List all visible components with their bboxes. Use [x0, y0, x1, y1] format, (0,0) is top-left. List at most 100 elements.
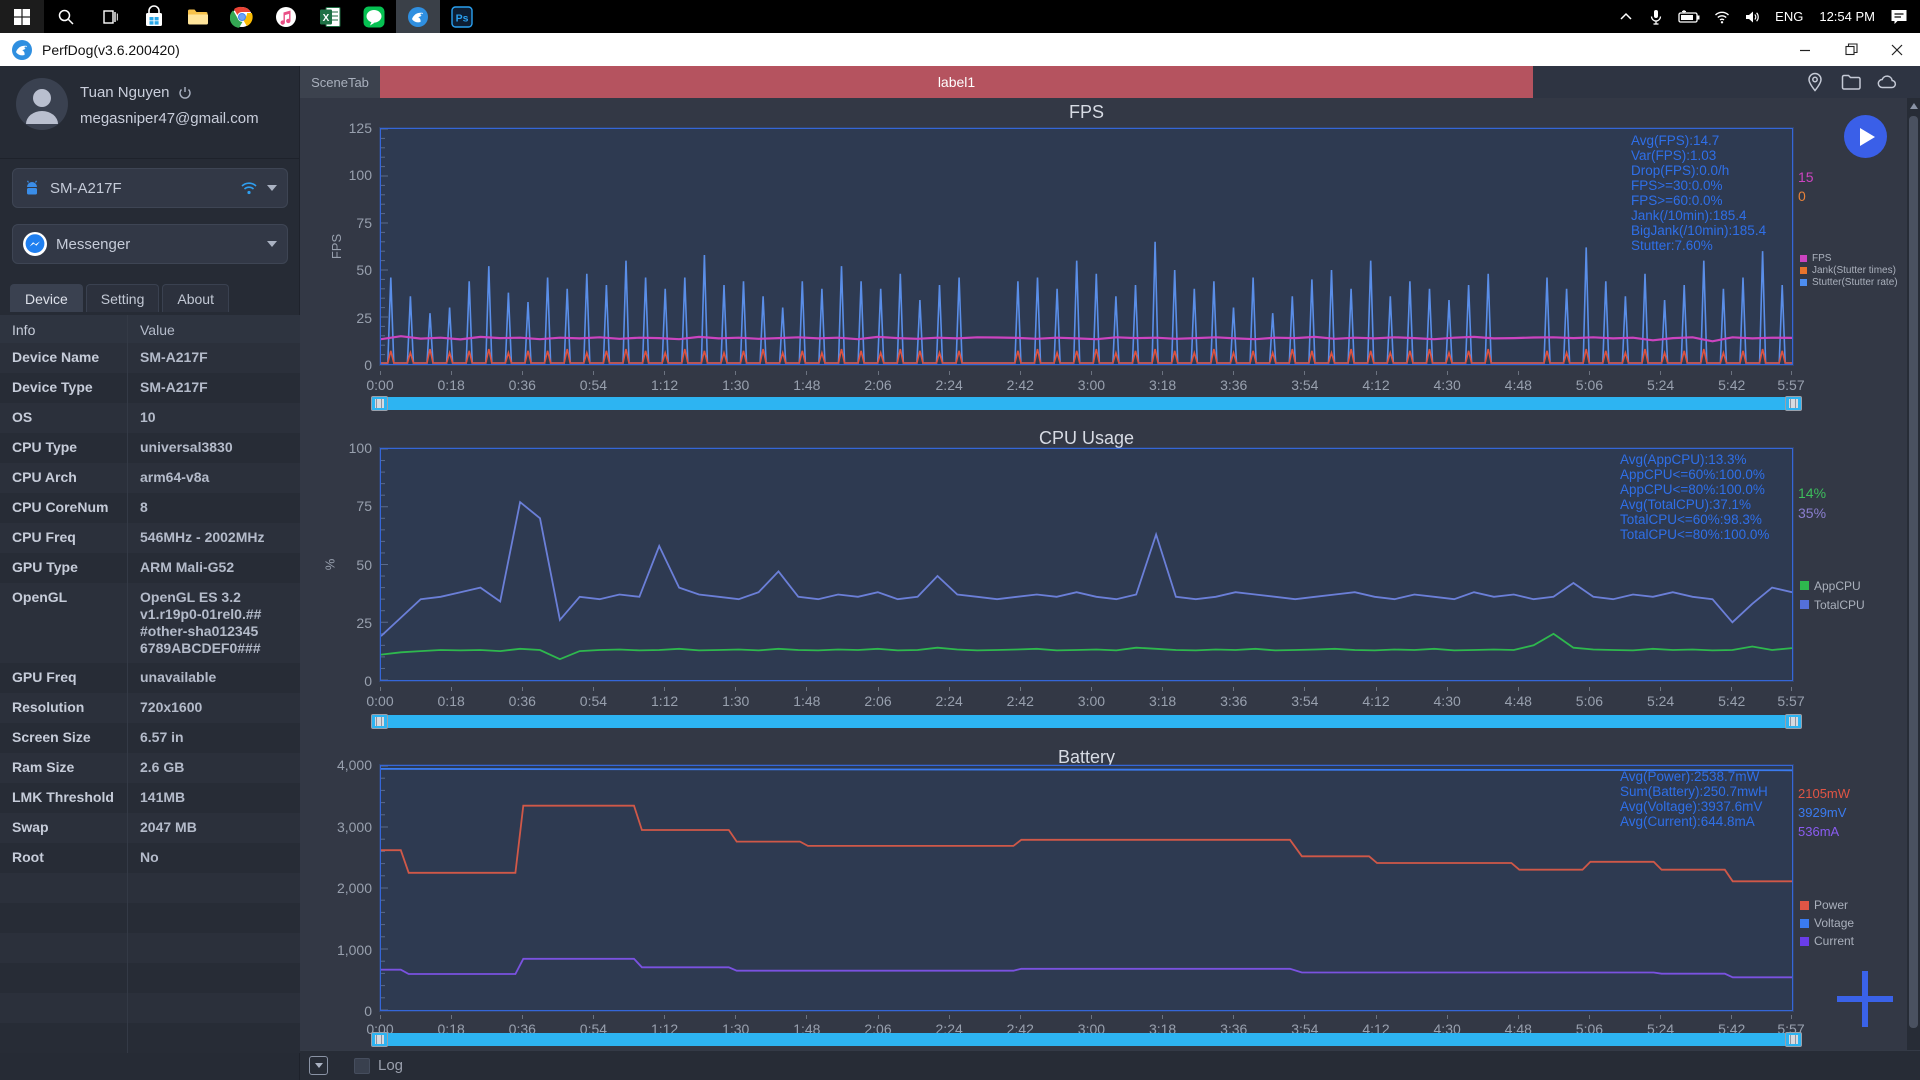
table-row: GPU Frequnavailable [0, 663, 300, 693]
app-window: Tuan Nguyen megasniper47@gmail.com SM-A2… [0, 66, 1920, 1080]
x-tick-mark [1518, 371, 1519, 375]
time-scrollbar-fps[interactable] [371, 397, 1802, 410]
windows-logo-icon [14, 9, 30, 25]
microsoft-store-icon [142, 5, 166, 29]
x-tick-mark [1731, 371, 1732, 375]
avatar[interactable] [16, 78, 68, 130]
legend-item: Power [1800, 896, 1854, 914]
time-scrollbar-battery[interactable] [371, 1033, 1802, 1046]
maximize-button[interactable] [1828, 33, 1874, 66]
action-center-button[interactable] [1883, 0, 1920, 33]
close-button[interactable] [1874, 33, 1920, 66]
minimize-icon [1799, 44, 1811, 56]
taskbar-excel-button[interactable]: X [308, 0, 352, 33]
svg-text:X: X [323, 13, 330, 24]
table-row: LMK Threshold141MB [0, 783, 300, 813]
taskbar-perfdog-button[interactable] [396, 0, 440, 33]
plot-cpu-usage[interactable] [380, 448, 1793, 681]
file-explorer-icon [186, 5, 210, 29]
value-header: Value [128, 315, 300, 345]
y-tick-label: 50 [328, 557, 372, 573]
stat-line: Stutter:7.60% [1631, 238, 1766, 253]
x-tick-mark [949, 687, 950, 691]
time-scrollbar-cpu-usage[interactable] [371, 715, 1802, 728]
x-tick-mark [1162, 371, 1163, 375]
x-tick-mark [664, 371, 665, 375]
value-cell: 2047 MB [128, 813, 300, 843]
start-button[interactable] [0, 0, 44, 33]
tab-device[interactable]: Device [10, 284, 83, 312]
x-tick-label: 4:12 [1352, 687, 1400, 709]
tray-battery-button[interactable] [1671, 0, 1707, 33]
value-cell: OpenGL ES 3.2 v1.r19p0-01rel0.## #other-… [128, 583, 300, 663]
vertical-scrollbar[interactable] [1907, 98, 1920, 1051]
tray-language[interactable]: ENG [1767, 0, 1811, 33]
taskbar-line-button[interactable] [352, 0, 396, 33]
add-chart-button[interactable] [1837, 971, 1893, 1027]
tray-chevron-button[interactable] [1611, 0, 1641, 33]
tab-about[interactable]: About [162, 284, 229, 312]
vertical-scrollbar-thumb[interactable] [1909, 116, 1918, 1028]
tray-volume-button[interactable] [1737, 0, 1767, 33]
app-titlebar: PerfDog(v3.6.200420) [0, 33, 1920, 66]
x-tick-label: 0:18 [427, 371, 475, 393]
current-value: 2105mW [1798, 787, 1850, 800]
taskbar-file-explorer-button[interactable] [176, 0, 220, 33]
microphone-icon [1648, 9, 1664, 25]
photoshop-icon: Ps [450, 5, 474, 29]
taskbar-search-button[interactable] [44, 0, 88, 33]
plot-battery[interactable] [380, 765, 1793, 1011]
info-cell: Screen Size [0, 723, 128, 753]
x-tick-label: 5:42 [1708, 371, 1756, 393]
play-button[interactable] [1844, 115, 1887, 158]
x-tick-mark [1660, 371, 1661, 375]
x-tick-mark [1447, 1015, 1448, 1019]
logout-power-icon[interactable] [178, 86, 192, 100]
x-tick-label: 1:48 [783, 687, 831, 709]
scrollbar-handle-right[interactable] [1785, 714, 1802, 729]
table-row: Swap2047 MB [0, 813, 300, 843]
speaker-icon [1744, 9, 1760, 25]
sidebar-divider [0, 158, 300, 159]
scrollbar-handle-left[interactable] [371, 714, 388, 729]
x-tick-mark [1162, 687, 1163, 691]
x-tick-mark [1660, 687, 1661, 691]
scroll-up-icon[interactable] [1910, 103, 1918, 109]
y-tick-label: 2,000 [328, 880, 372, 896]
legend-swatch [1800, 255, 1807, 262]
app-select[interactable]: Messenger [12, 224, 288, 264]
play-icon [1860, 128, 1875, 146]
y-tick-label: 3,000 [328, 819, 372, 835]
info-cell: GPU Freq [0, 663, 128, 693]
chart-title-fps: FPS [380, 102, 1793, 123]
stat-line: Avg(FPS):14.7 [1631, 133, 1766, 148]
tray-wifi-button[interactable] [1707, 0, 1737, 33]
value-cell: SM-A217F [128, 373, 300, 403]
plot-fps[interactable] [380, 128, 1793, 365]
tab-setting[interactable]: Setting [86, 284, 160, 312]
taskbar-chrome-button[interactable] [220, 0, 264, 33]
taskbar-photoshop-button[interactable]: Ps [440, 0, 484, 33]
scrollbar-handle-left[interactable] [371, 1032, 388, 1047]
x-tick-label: 3:36 [1210, 371, 1258, 393]
info-cell [0, 963, 128, 993]
log-checkbox[interactable] [354, 1058, 370, 1074]
info-cell: CPU Arch [0, 463, 128, 493]
scrollbar-handle-right[interactable] [1785, 1032, 1802, 1047]
value-cell: universal3830 [128, 433, 300, 463]
minimize-button[interactable] [1782, 33, 1828, 66]
log-collapse-button[interactable] [309, 1056, 328, 1075]
x-tick-mark [593, 687, 594, 691]
x-tick-mark [1376, 371, 1377, 375]
taskbar-itunes-button[interactable] [264, 0, 308, 33]
itunes-icon [274, 5, 298, 29]
x-tick-label: 3:18 [1139, 687, 1187, 709]
device-select[interactable]: SM-A217F [12, 168, 288, 208]
scrollbar-handle-left[interactable] [371, 396, 388, 411]
task-view-button[interactable] [88, 0, 132, 33]
scrollbar-handle-right[interactable] [1785, 396, 1802, 411]
current-values-fps: 150 [1798, 170, 1814, 208]
taskbar-store-button[interactable] [132, 0, 176, 33]
tray-microphone-button[interactable] [1641, 0, 1671, 33]
tray-clock[interactable]: 12:54 PM [1811, 0, 1883, 33]
